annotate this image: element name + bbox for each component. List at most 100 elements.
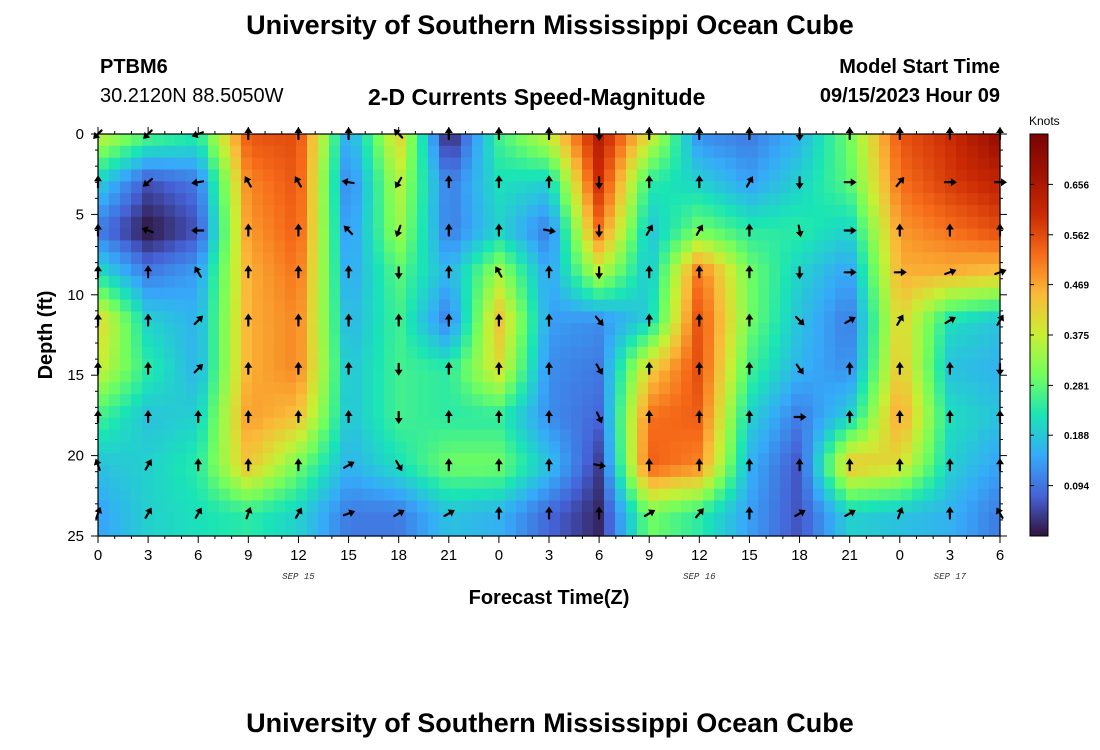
heat-cell xyxy=(989,488,1001,502)
heat-cell xyxy=(967,441,979,454)
heat-cell xyxy=(318,193,330,206)
arrow-head xyxy=(194,266,202,274)
heat-cell xyxy=(868,252,880,265)
heat-cell xyxy=(835,476,847,490)
heat-cell xyxy=(527,524,539,537)
heat-cell xyxy=(703,358,715,372)
heat-cell xyxy=(252,417,264,431)
heat-cell xyxy=(395,512,407,525)
heat-cell xyxy=(747,394,759,407)
heat-cell xyxy=(153,169,165,182)
heat-cell xyxy=(659,382,671,395)
current-arrow xyxy=(645,458,654,472)
current-arrow xyxy=(643,509,656,518)
heat-cell xyxy=(318,370,330,383)
current-arrow xyxy=(695,313,704,327)
heat-cell xyxy=(813,394,825,407)
heat-cell xyxy=(373,488,385,502)
heat-cell xyxy=(967,228,979,242)
heat-cell xyxy=(461,157,473,171)
heat-cell xyxy=(483,476,495,490)
heat-cell xyxy=(956,299,968,312)
heat-cell xyxy=(747,157,759,171)
heat-cell xyxy=(879,524,891,537)
heat-cell xyxy=(714,429,726,443)
heat-cell xyxy=(527,204,539,218)
heat-cell xyxy=(571,228,583,242)
heat-cell xyxy=(208,228,220,242)
heat-cell xyxy=(857,382,869,395)
current-arrow xyxy=(294,361,303,375)
arrow-head xyxy=(895,361,904,368)
heat-cell xyxy=(956,524,968,537)
heat-cell xyxy=(538,488,550,502)
heat-cell xyxy=(527,311,539,324)
heat-cell xyxy=(98,382,110,395)
heat-cell xyxy=(890,453,902,466)
heat-cell xyxy=(318,181,330,194)
heat-cell xyxy=(527,252,539,265)
heat-cell xyxy=(516,488,528,502)
heat-cell xyxy=(263,240,275,253)
heat-cell xyxy=(736,358,748,372)
heat-cell xyxy=(307,275,319,289)
heat-cell xyxy=(857,240,869,253)
heat-cell xyxy=(307,500,319,513)
arrow-head xyxy=(895,223,904,230)
heat-cell xyxy=(967,429,979,443)
heat-cell xyxy=(989,299,1001,312)
heat-cell xyxy=(901,240,913,253)
heat-cell xyxy=(516,346,528,360)
heat-cell xyxy=(846,394,858,407)
heat-cell xyxy=(747,488,759,502)
heat-cell xyxy=(714,524,726,537)
heat-cell xyxy=(549,335,561,348)
heat-cell xyxy=(516,370,528,383)
heat-cell xyxy=(956,145,968,159)
heat-cell xyxy=(197,181,209,194)
heat-cell xyxy=(516,157,528,171)
heat-cell xyxy=(890,228,902,242)
arrow-head xyxy=(595,183,604,190)
heat-cell xyxy=(989,323,1001,336)
arrow-head xyxy=(1001,178,1007,187)
arrow-head xyxy=(795,230,804,238)
heat-cell xyxy=(241,441,253,454)
heat-cell xyxy=(912,476,924,490)
heat-cell xyxy=(351,252,363,265)
heat-cell xyxy=(846,358,858,372)
heat-cell xyxy=(307,323,319,336)
heat-cell xyxy=(835,512,847,525)
heat-cell xyxy=(780,145,792,159)
arrow-head xyxy=(945,458,954,465)
heat-cell xyxy=(450,240,462,253)
heat-cell xyxy=(890,512,902,525)
heat-cell xyxy=(274,405,286,419)
heat-cell xyxy=(637,169,649,182)
heat-cell xyxy=(516,169,528,182)
arrow-head xyxy=(195,507,203,515)
heat-cell xyxy=(428,370,440,383)
heat-cell xyxy=(703,370,715,383)
arrow-head xyxy=(444,175,453,182)
heat-cell xyxy=(175,524,187,537)
heat-cell xyxy=(175,299,187,312)
current-arrow xyxy=(394,410,403,424)
heat-cell xyxy=(901,500,913,513)
heat-cell xyxy=(120,134,132,147)
heat-cell xyxy=(967,169,979,182)
heat-cell xyxy=(208,453,220,466)
heat-cell xyxy=(120,287,132,301)
arrow-head xyxy=(999,268,1007,276)
heat-cell xyxy=(340,311,352,324)
heat-cell xyxy=(604,335,616,348)
heat-cell xyxy=(703,382,715,395)
heat-cell xyxy=(109,465,121,478)
heat-cell xyxy=(417,476,429,490)
heat-cell xyxy=(175,216,187,230)
current-arrow xyxy=(745,361,754,375)
heat-cell xyxy=(571,476,583,490)
current-arrow xyxy=(944,268,957,276)
arrow-head xyxy=(646,224,654,232)
heat-cell xyxy=(901,335,913,348)
